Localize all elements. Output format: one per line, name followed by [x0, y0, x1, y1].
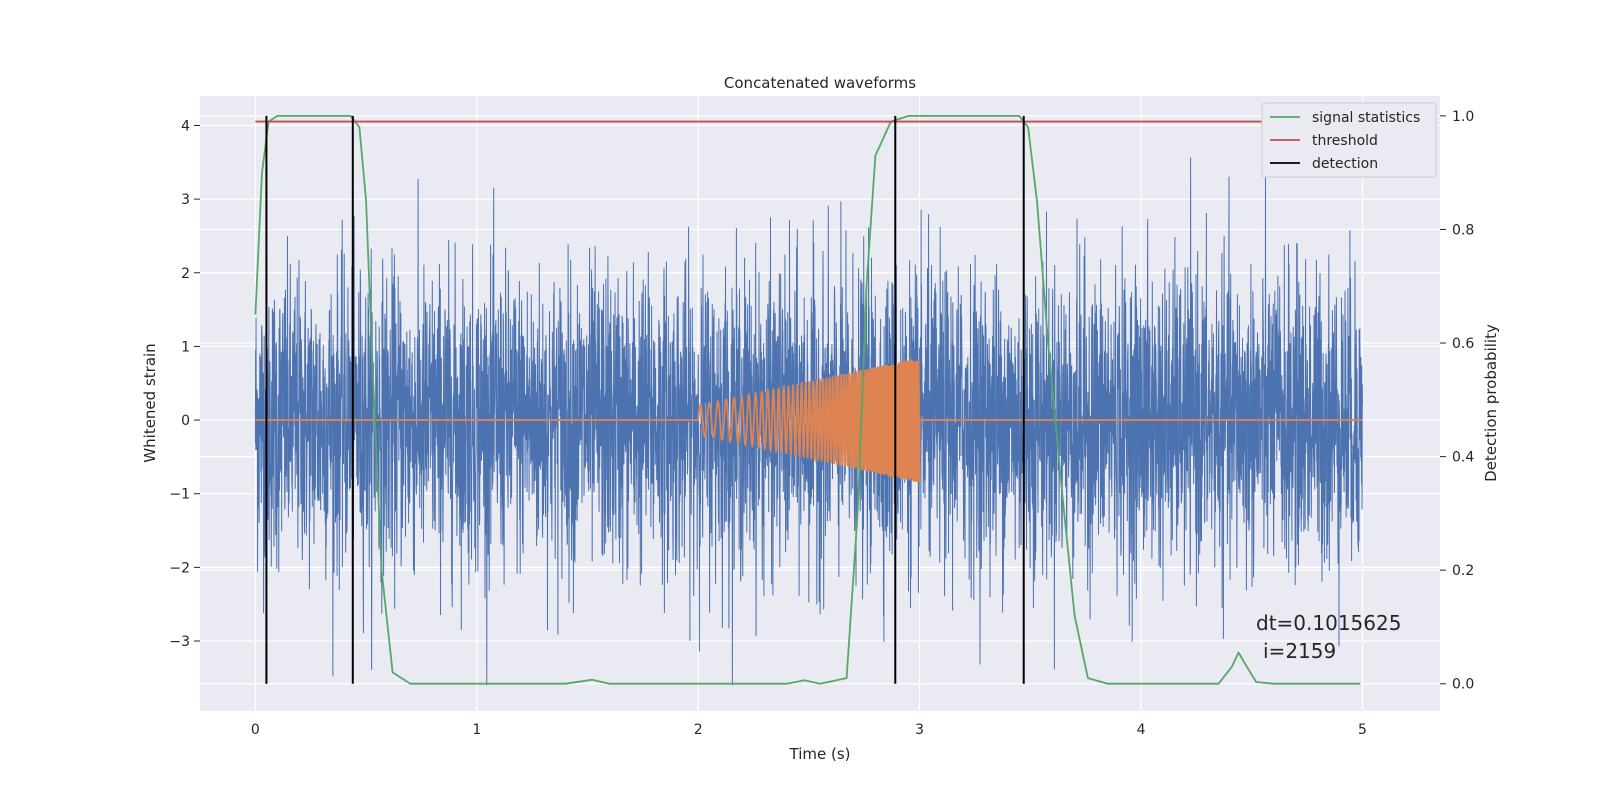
x-tick-label: 0 [251, 722, 260, 738]
y2-axis-title: Detection probability [1482, 324, 1500, 482]
y2-tick-label: 1.0 [1452, 109, 1474, 125]
legend: signal statistics threshold detection [1261, 102, 1437, 178]
strain-series [254, 156, 1363, 686]
injected-line [255, 359, 1363, 483]
x-axis-title: Time (s) [789, 745, 851, 763]
x-tick-label: 5 [1358, 722, 1367, 738]
detection-series [265, 115, 1025, 684]
x-tick-label: 1 [472, 722, 481, 738]
annotation-i: i=2159 [1263, 639, 1336, 663]
x-tick-label: 3 [915, 722, 924, 738]
y-tick-label: 3 [181, 192, 190, 208]
y-axis-title: Whitened strain [141, 343, 159, 462]
legend-label-detection: detection [1312, 156, 1378, 172]
y2-axis-ticks: 0.0 0.2 0.4 0.6 0.8 1.0 [1440, 109, 1474, 693]
chart-title: Concatenated waveforms [724, 74, 916, 92]
annotation-dt: dt=0.1015625 [1256, 611, 1401, 635]
y-axis-ticks: −3 −2 −1 0 1 2 3 4 [169, 118, 200, 650]
x-tick-label: 4 [1137, 722, 1146, 738]
y-tick-label: 1 [181, 339, 190, 355]
legend-label-signal-statistics: signal statistics [1312, 110, 1420, 126]
y-tick-label: 0 [181, 413, 190, 429]
legend-label-threshold: threshold [1312, 133, 1378, 149]
y2-tick-label: 0.4 [1452, 450, 1474, 466]
injected-series [255, 359, 1363, 483]
signal-statistics-series [254, 115, 1361, 685]
legend-box [1261, 102, 1437, 178]
y-tick-label: −3 [169, 634, 190, 650]
y-tick-label: −1 [169, 487, 190, 503]
x-tick-label: 2 [694, 722, 703, 738]
y2-tick-label: 0.2 [1452, 563, 1474, 579]
x-axis-ticks: 0 1 2 3 4 5 [251, 722, 1367, 738]
strain-line [254, 156, 1363, 686]
y-tick-label: 4 [181, 118, 190, 134]
y2-tick-label: 0.0 [1452, 677, 1474, 693]
y2-tick-label: 0.6 [1452, 336, 1474, 352]
y-tick-label: −2 [169, 560, 190, 576]
y-tick-label: 2 [181, 266, 190, 282]
signal-statistics-line [254, 115, 1361, 685]
y2-tick-label: 0.8 [1452, 222, 1474, 238]
